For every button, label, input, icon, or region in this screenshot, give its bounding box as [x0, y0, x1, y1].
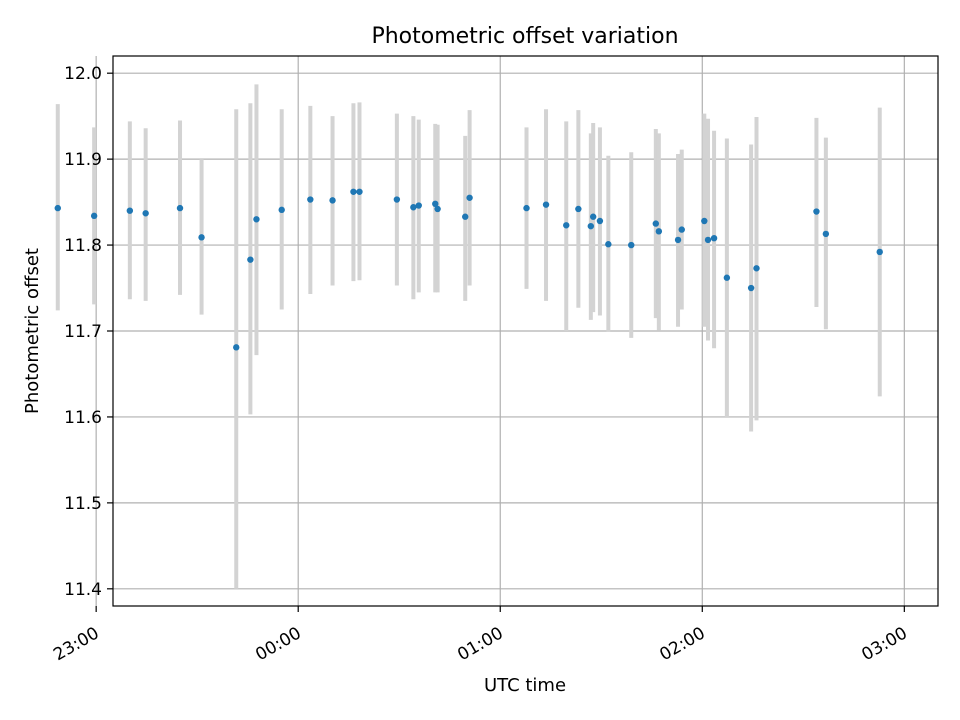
- data-point: [54, 204, 61, 212]
- data-point: [432, 200, 439, 208]
- data-point: [90, 212, 98, 220]
- data-point: [822, 230, 830, 238]
- data-point: [247, 256, 254, 263]
- data-point: [126, 207, 134, 214]
- y-tick-label: 11.4: [64, 580, 102, 600]
- data-point: [523, 204, 530, 212]
- data-point: [329, 197, 336, 204]
- data-point: [466, 194, 473, 201]
- y-tick-label: 12.0: [64, 64, 102, 84]
- data-point: [655, 228, 663, 235]
- data-point: [652, 220, 660, 227]
- x-tick-label: 00:00: [252, 623, 304, 665]
- data-point: [704, 236, 712, 244]
- x-axis-label: UTC time: [484, 675, 566, 696]
- y-tick-label: 11.8: [64, 236, 102, 256]
- x-tick-label: 02:00: [656, 623, 708, 665]
- data-point: [434, 205, 441, 213]
- data-point: [701, 217, 708, 225]
- data-point: [710, 234, 718, 242]
- data-point: [747, 284, 755, 292]
- data-point: [589, 213, 597, 220]
- data-point: [356, 188, 363, 195]
- y-tick-label: 11.7: [64, 322, 102, 342]
- data-point: [587, 222, 595, 230]
- data-point: [142, 210, 149, 217]
- data-point: [628, 241, 635, 249]
- data-point: [605, 241, 612, 248]
- data-point: [723, 274, 731, 281]
- data-point: [278, 206, 285, 214]
- y-tick-label: 11.6: [64, 408, 102, 428]
- chart-title: Photometric offset variation: [371, 24, 678, 49]
- data-point: [678, 226, 685, 233]
- data-points: [54, 188, 883, 351]
- data-point: [233, 344, 240, 351]
- data-point: [462, 213, 469, 220]
- data-point: [575, 205, 582, 213]
- data-point: [415, 202, 422, 209]
- data-point: [410, 204, 417, 211]
- data-point: [253, 216, 260, 223]
- y-axis-ticks: 11.4 11.5 11.6 11.7 11.8 11.9 12.0: [64, 64, 113, 600]
- data-point: [876, 248, 883, 256]
- y-tick-label: 11.9: [64, 150, 102, 170]
- data-point: [563, 222, 570, 229]
- data-point: [813, 208, 820, 215]
- data-point: [393, 196, 401, 203]
- data-point: [542, 201, 550, 208]
- y-axis-label: Photometric offset: [22, 248, 43, 414]
- x-tick-label: 23:00: [50, 623, 102, 665]
- y-tick-label: 11.5: [64, 494, 102, 514]
- x-tick-label: 01:00: [454, 623, 506, 665]
- data-point: [198, 234, 205, 241]
- data-point: [307, 196, 314, 203]
- data-point: [176, 204, 184, 212]
- data-point: [674, 236, 682, 244]
- data-point: [753, 265, 760, 272]
- data-point: [596, 217, 604, 225]
- x-tick-label: 03:00: [858, 623, 910, 665]
- error-bars: [55, 84, 882, 589]
- data-point: [350, 188, 357, 195]
